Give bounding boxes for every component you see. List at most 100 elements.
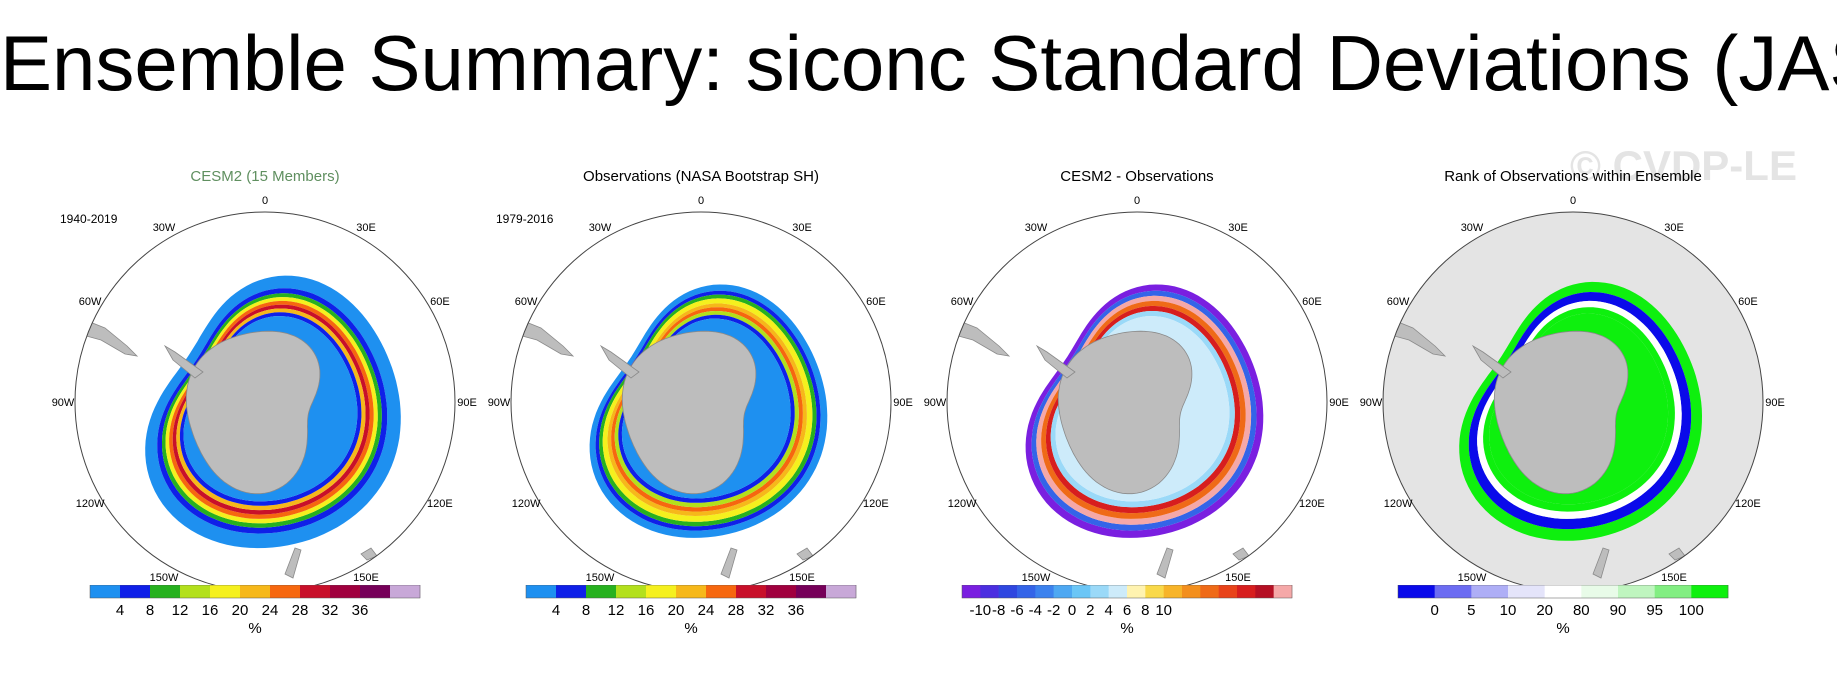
colorbar-frame — [89, 585, 421, 599]
panel-rank: Rank of Observations within Ensemble 0 30… — [1348, 160, 1798, 670]
colorbar-swatch — [1691, 585, 1729, 598]
colorbar: 4 8 12 16 20 24 28 32 36% — [525, 585, 857, 637]
colorbar-unit: % — [248, 620, 261, 637]
colorbar-tick-label: -4 — [1029, 602, 1042, 619]
antarctic-peninsula — [1471, 344, 1512, 379]
colorbar-swatch — [980, 585, 999, 598]
new-zealand-landmass — [1156, 547, 1174, 579]
colorbar-swatch — [270, 585, 301, 598]
longitude-label: 150E — [789, 572, 815, 584]
polar-map: 030E60E90E120E150E180150W120W90W60W30W — [1360, 195, 1785, 590]
polar-map: 030E60E90E120E150E180150W120W90W60W30W — [924, 195, 1349, 590]
colorbar-swatch — [1017, 585, 1036, 598]
colorbar-tick-label: 24 — [698, 602, 715, 619]
colorbar-tick-label: 0 — [1431, 602, 1439, 619]
colorbar-swatch — [1398, 585, 1435, 598]
colorbar-swatch — [1434, 585, 1472, 598]
panel-cesm2-std: CESM2 (15 Members) 1940-2019 0 30E 60E 90E 1… — [40, 160, 490, 670]
longitude-label: 60E — [1738, 296, 1758, 308]
colorbar-swatch — [390, 585, 421, 598]
colorbar-swatch — [826, 585, 857, 598]
map-border — [1382, 211, 1764, 590]
longitude-label: 120W — [512, 498, 541, 510]
colorbar-tick-label: 20 — [232, 602, 249, 619]
longitude-label: 30E — [792, 222, 812, 234]
colorbar-tick-label: 28 — [728, 602, 745, 619]
colorbar-frame — [961, 585, 1293, 599]
colorbar-tick-label: 12 — [608, 602, 625, 619]
panel-title: CESM2 (15 Members) — [190, 168, 340, 185]
antarctic-peninsula — [599, 344, 640, 379]
colorbar-swatch — [1218, 585, 1238, 598]
colorbar: 4 8 12 16 20 24 28 32 36% — [89, 585, 421, 637]
field-band — [1489, 313, 1669, 505]
new-zealand-landmass — [720, 547, 738, 579]
antarctica-landmass — [185, 330, 321, 495]
longitude-label: 30W — [153, 222, 176, 234]
antarctica-landmass — [1057, 330, 1193, 495]
colorbar-swatch — [962, 585, 981, 598]
longitude-label: 60W — [1387, 296, 1410, 308]
panel-period: 1979-2016 — [496, 212, 554, 226]
colorbar-swatch — [1072, 585, 1091, 598]
colorbar-tick-label: -2 — [1047, 602, 1060, 619]
panel-title: CESM2 - Observations — [1060, 168, 1214, 185]
longitude-label: 0 — [1570, 195, 1576, 207]
colorbar-tick-label: 12 — [172, 602, 189, 619]
longitude-label: 150W — [150, 572, 179, 584]
longitude-label: 30W — [1025, 222, 1048, 234]
field-band — [1055, 316, 1230, 502]
colorbar-unit: % — [684, 620, 697, 637]
polar-map: 030E60E90E120E150E180150W120W90W60W30W — [488, 195, 913, 590]
colorbar-tick-label: -8 — [992, 602, 1005, 619]
colorbar-frame — [525, 585, 857, 599]
colorbar-swatch — [1053, 585, 1073, 598]
longitude-label: 60W — [951, 296, 974, 308]
longitude-label: 120E — [427, 498, 453, 510]
antarctica-landmass — [1493, 330, 1629, 495]
map-border — [74, 211, 456, 590]
colorbar-swatch — [676, 585, 707, 598]
longitude-label: 150W — [1458, 572, 1487, 584]
longitude-label: 0 — [698, 195, 704, 207]
colorbar-swatch — [1581, 585, 1619, 598]
colorbar-unit: % — [1556, 620, 1569, 637]
colorbar-swatch — [150, 585, 181, 598]
colorbar-swatch — [1273, 585, 1293, 598]
longitude-label: 30E — [356, 222, 376, 234]
colorbar-tick-label: 2 — [1086, 602, 1094, 619]
longitude-label: 90E — [1329, 397, 1349, 409]
colorbar-tick-label: 4 — [116, 602, 124, 619]
colorbar-tick-label: 24 — [262, 602, 279, 619]
longitude-label: 0 — [1134, 195, 1140, 207]
map-border — [510, 211, 892, 590]
longitude-label: 60W — [515, 296, 538, 308]
colorbar-tick-label: 32 — [758, 602, 775, 619]
longitude-label: 120E — [1299, 498, 1325, 510]
antarctica-landmass — [621, 330, 757, 495]
colorbar-swatch — [1471, 585, 1509, 598]
colorbar-swatch — [1090, 585, 1109, 598]
colorbar-frame — [1397, 585, 1729, 599]
longitude-label: 150E — [353, 572, 379, 584]
longitude-label: 30E — [1664, 222, 1684, 234]
colorbar-tick-label: 4 — [552, 602, 560, 619]
colorbar-swatch — [1618, 585, 1655, 598]
colorbar-tick-label: 8 — [146, 602, 154, 619]
colorbar-swatch — [360, 585, 391, 598]
colorbar-swatch — [998, 585, 1018, 598]
colorbar-swatch — [1255, 585, 1274, 598]
new-zealand-landmass — [284, 547, 302, 579]
colorbar-swatch — [706, 585, 737, 598]
colorbar-swatch — [1145, 585, 1164, 598]
longitude-label: 60W — [79, 296, 102, 308]
colorbar-swatch — [616, 585, 647, 598]
colorbar-swatch — [180, 585, 211, 598]
longitude-label: 30E — [1228, 222, 1248, 234]
longitude-label: 90W — [1360, 397, 1383, 409]
colorbar-tick-label: -6 — [1010, 602, 1023, 619]
colorbar-swatch — [1544, 585, 1582, 598]
polar-map: 030E60E90E120E150E180150W120W90W60W30W — [52, 195, 477, 590]
panel-period: 1940-2019 — [60, 212, 118, 226]
longitude-label: 150E — [1661, 572, 1687, 584]
